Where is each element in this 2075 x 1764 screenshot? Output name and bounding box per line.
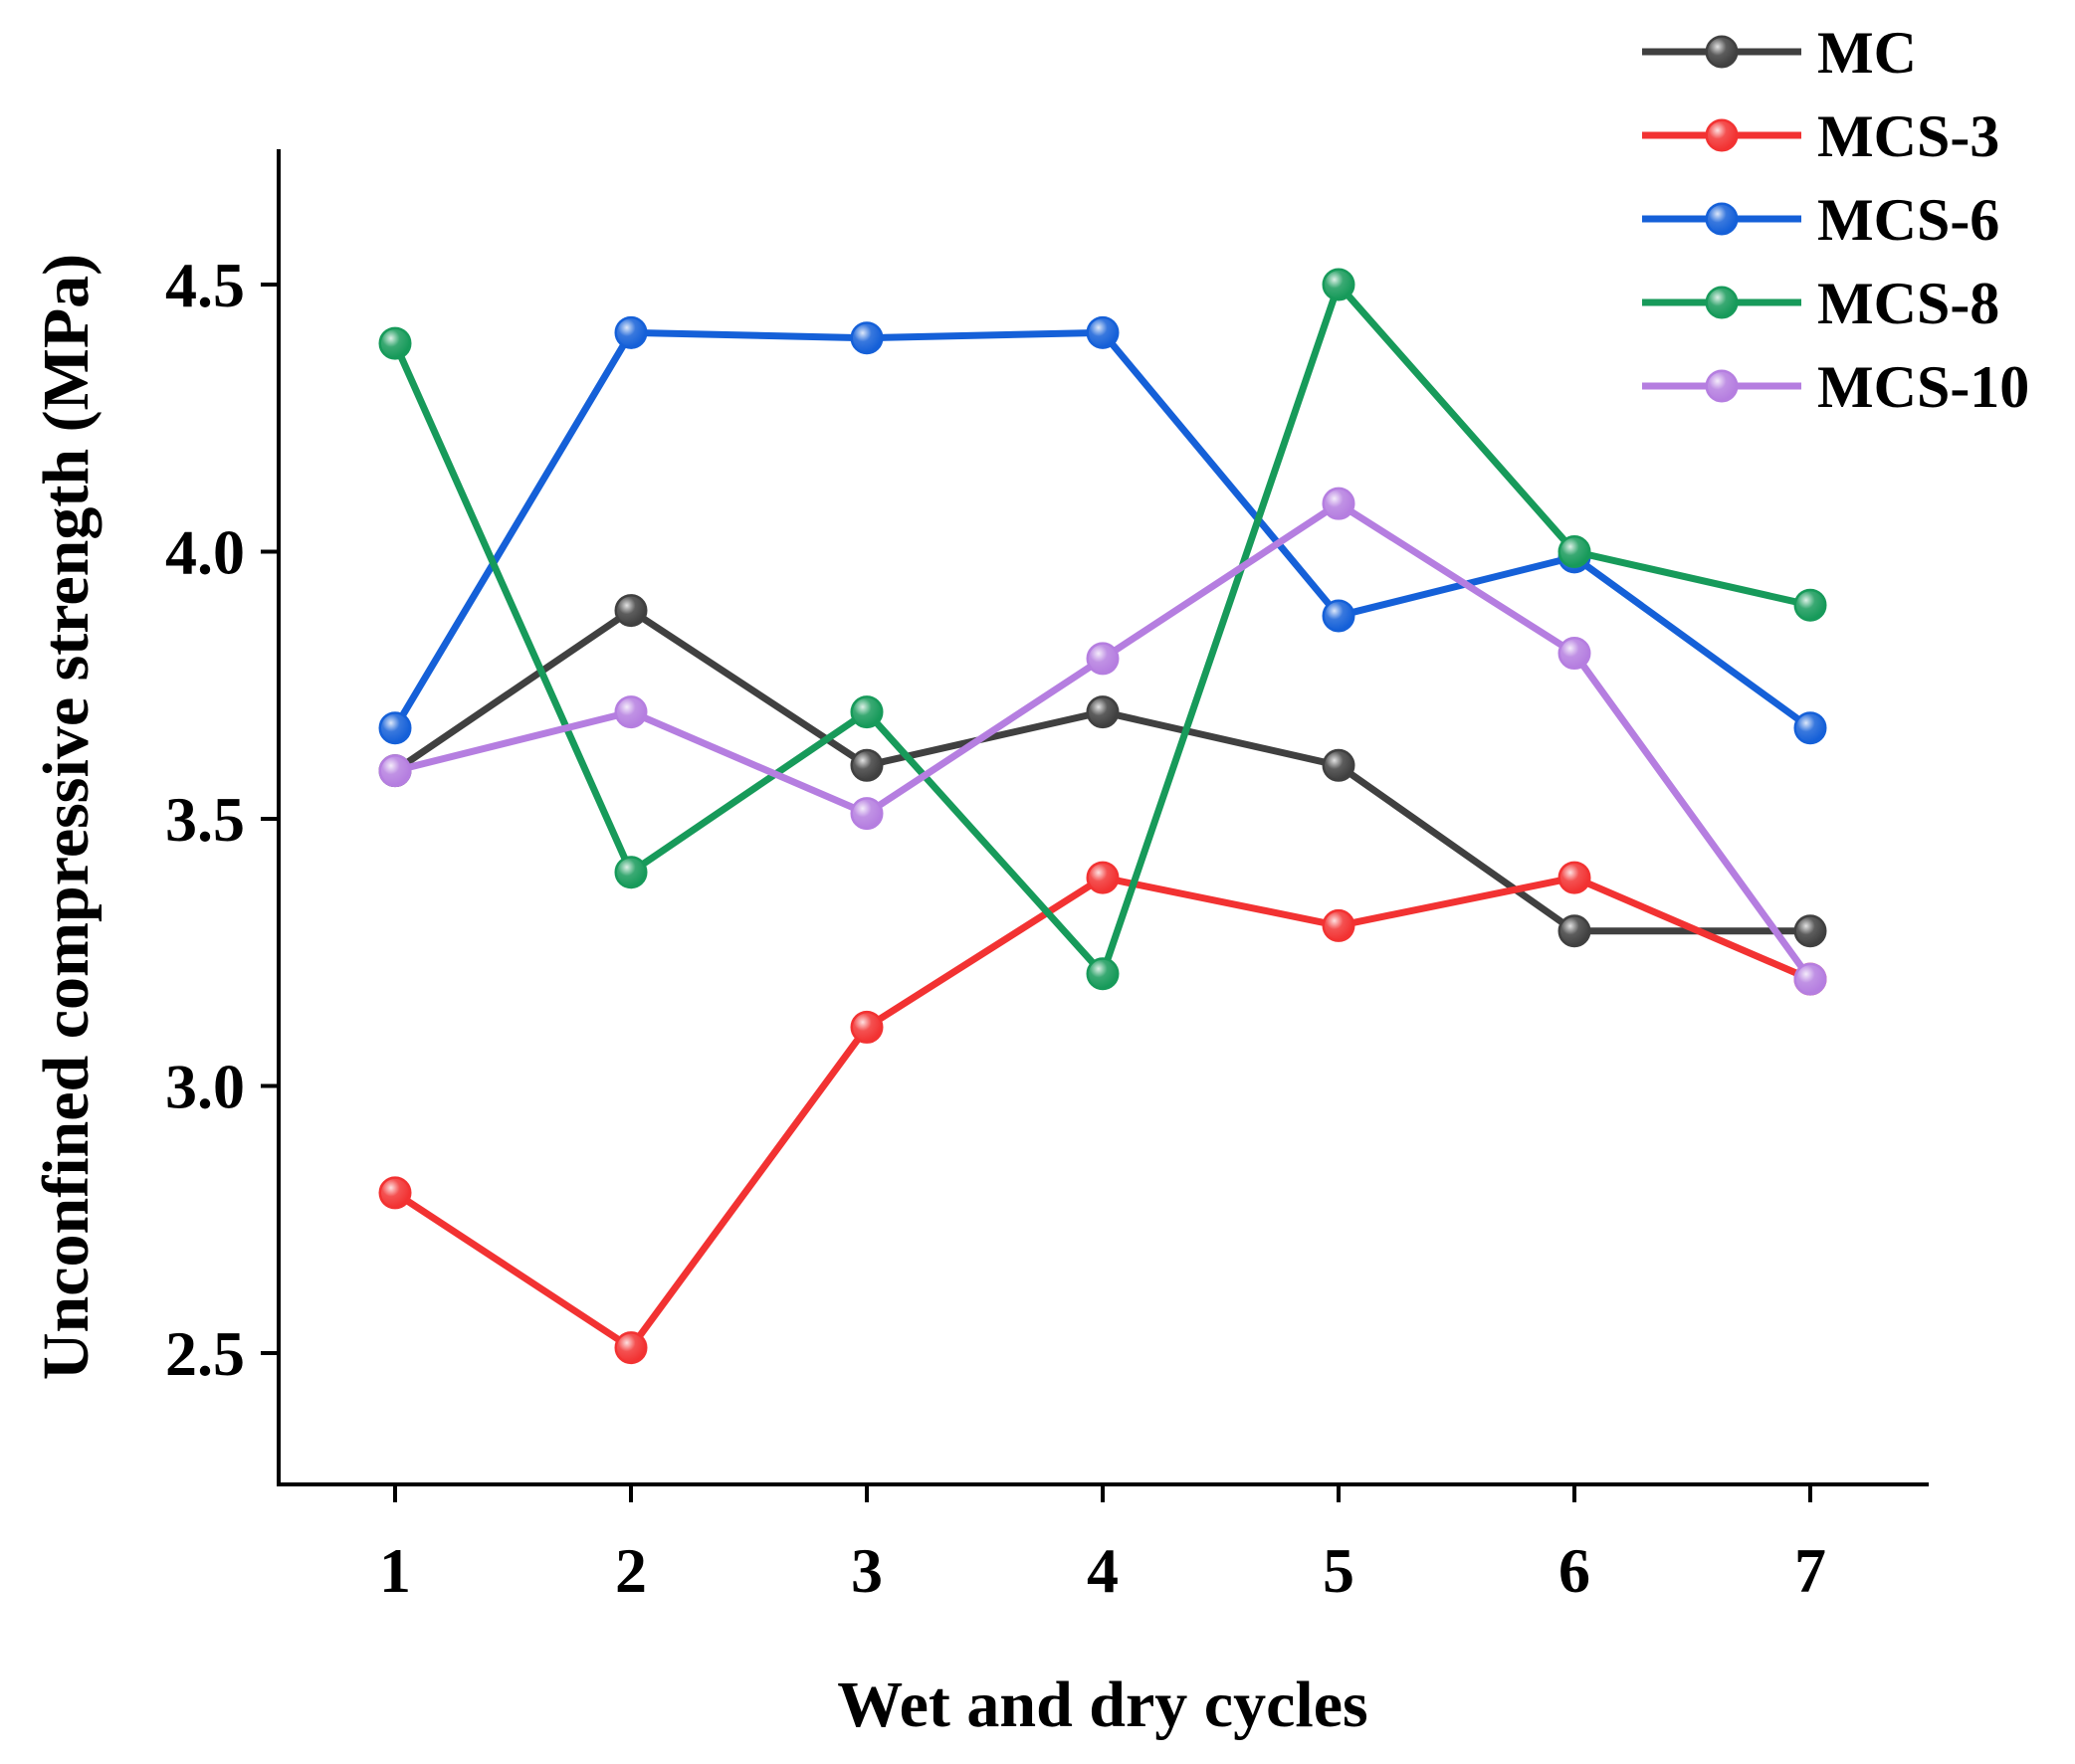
point-shine-mcs-8-7 xyxy=(1796,591,1824,620)
x-tick-label-5: 6 xyxy=(1558,1535,1590,1606)
series-line-mcs-3 xyxy=(393,874,1812,1352)
point-shine-mcs-6-1 xyxy=(381,713,409,742)
legend-marker-shine-mcs-8 xyxy=(1708,289,1736,316)
point-shine-mcs-8-2 xyxy=(617,858,645,886)
point-shine-mcs-10-7 xyxy=(1796,965,1824,994)
legend-item-mcs-10: MCS-10 xyxy=(1642,354,2029,420)
point-shine-mcs-6-2 xyxy=(617,318,645,347)
series-layer xyxy=(378,268,1827,1365)
legend-item-mcs-6: MCS-6 xyxy=(1642,187,1999,253)
point-shine-mcs-3-6 xyxy=(1560,864,1588,892)
x-tick-label-6: 7 xyxy=(1794,1535,1826,1606)
legend-item-mc: MC xyxy=(1642,20,1917,86)
legend-label-mcs-3: MCS-3 xyxy=(1817,103,1999,169)
x-tick-label-0: 1 xyxy=(379,1535,411,1606)
legend-marker-shine-mc xyxy=(1708,38,1736,66)
point-shine-mcs-10-5 xyxy=(1325,490,1352,518)
point-shine-mcs-3-5 xyxy=(1325,911,1352,940)
point-shine-mcs-8-5 xyxy=(1325,271,1352,298)
legend-label-mcs-8: MCS-8 xyxy=(1817,271,1999,336)
y-tick-label-2: 3.5 xyxy=(165,784,245,855)
x-ticks: 1 2 3 4 5 6 7 xyxy=(379,1484,1826,1606)
point-shine-mc-5 xyxy=(1325,751,1352,780)
point-shine-mcs-3-2 xyxy=(617,1333,645,1362)
legend-label-mcs-6: MCS-6 xyxy=(1817,187,1999,253)
point-shine-mc-2 xyxy=(617,596,645,625)
x-tick-label-1: 2 xyxy=(615,1535,647,1606)
point-shine-mcs-6-3 xyxy=(853,323,881,352)
point-shine-mcs-6-4 xyxy=(1089,318,1117,347)
y-tick-label-0: 2.5 xyxy=(165,1318,245,1389)
point-shine-mcs-10-3 xyxy=(853,799,881,828)
point-shine-mcs-8-3 xyxy=(853,697,881,726)
point-shine-mcs-10-4 xyxy=(1089,644,1117,673)
point-shine-mcs-3-4 xyxy=(1089,864,1117,892)
axes xyxy=(277,149,1929,1486)
legend-item-mcs-3: MCS-3 xyxy=(1642,103,1999,169)
legend-item-mcs-8: MCS-8 xyxy=(1642,271,1999,336)
point-shine-mcs-10-2 xyxy=(617,697,645,726)
point-shine-mcs-8-1 xyxy=(381,329,409,358)
y-tick-label-4: 4.5 xyxy=(165,250,245,320)
y-axis-title: Unconfined compressive strength (MPa) xyxy=(30,254,103,1380)
point-shine-mc-6 xyxy=(1560,916,1588,945)
x-tick-label-4: 5 xyxy=(1323,1535,1354,1606)
x-axis-title: Wet and dry cycles xyxy=(837,1668,1367,1741)
legend-marker-shine-mcs-3 xyxy=(1708,121,1736,149)
point-shine-mcs-3-1 xyxy=(381,1178,409,1207)
point-shine-mcs-6-5 xyxy=(1325,601,1352,630)
point-shine-mcs-3-3 xyxy=(853,1013,881,1042)
x-tick-label-2: 3 xyxy=(851,1535,883,1606)
legend-marker-shine-mcs-6 xyxy=(1708,205,1736,233)
legend-marker-shine-mcs-10 xyxy=(1708,372,1736,400)
x-tick-label-3: 4 xyxy=(1087,1535,1119,1606)
series-mcs-10 xyxy=(378,487,1827,996)
y-ticks: 2.5 3.0 3.5 4.0 4.5 xyxy=(165,250,279,1389)
series-mcs-6 xyxy=(378,315,1827,745)
point-shine-mc-7 xyxy=(1796,916,1824,945)
point-shine-mcs-6-7 xyxy=(1796,713,1824,742)
point-shine-mcs-10-6 xyxy=(1560,639,1588,668)
point-shine-mcs-8-6 xyxy=(1560,537,1588,566)
point-shine-mcs-10-1 xyxy=(381,756,409,785)
legend-label-mc: MC xyxy=(1817,20,1917,86)
legend-label-mcs-10: MCS-10 xyxy=(1817,354,2029,420)
y-tick-label-1: 3.0 xyxy=(165,1052,245,1122)
point-shine-mc-3 xyxy=(853,751,881,780)
legend: MC MCS-3 MCS-6 MCS-8 MCS-10 xyxy=(1642,20,2029,420)
series-mcs-3 xyxy=(378,861,1827,1365)
y-tick-label-3: 4.0 xyxy=(165,517,245,588)
series-mc xyxy=(378,594,1827,948)
series-mcs-8 xyxy=(378,268,1827,991)
point-shine-mcs-8-4 xyxy=(1089,959,1117,988)
point-shine-mc-4 xyxy=(1089,697,1117,726)
